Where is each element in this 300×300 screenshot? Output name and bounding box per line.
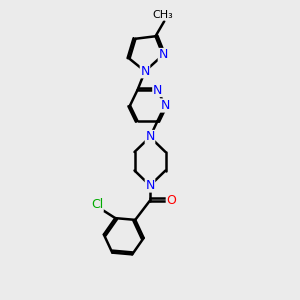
Text: Cl: Cl: [91, 198, 103, 212]
Text: O: O: [166, 194, 176, 207]
Text: N: N: [145, 130, 155, 143]
Text: N: N: [160, 99, 170, 112]
Text: N: N: [153, 83, 162, 97]
Text: CH₃: CH₃: [153, 10, 173, 20]
Text: N: N: [145, 179, 155, 192]
Text: N: N: [158, 49, 168, 62]
Text: N: N: [140, 65, 150, 78]
